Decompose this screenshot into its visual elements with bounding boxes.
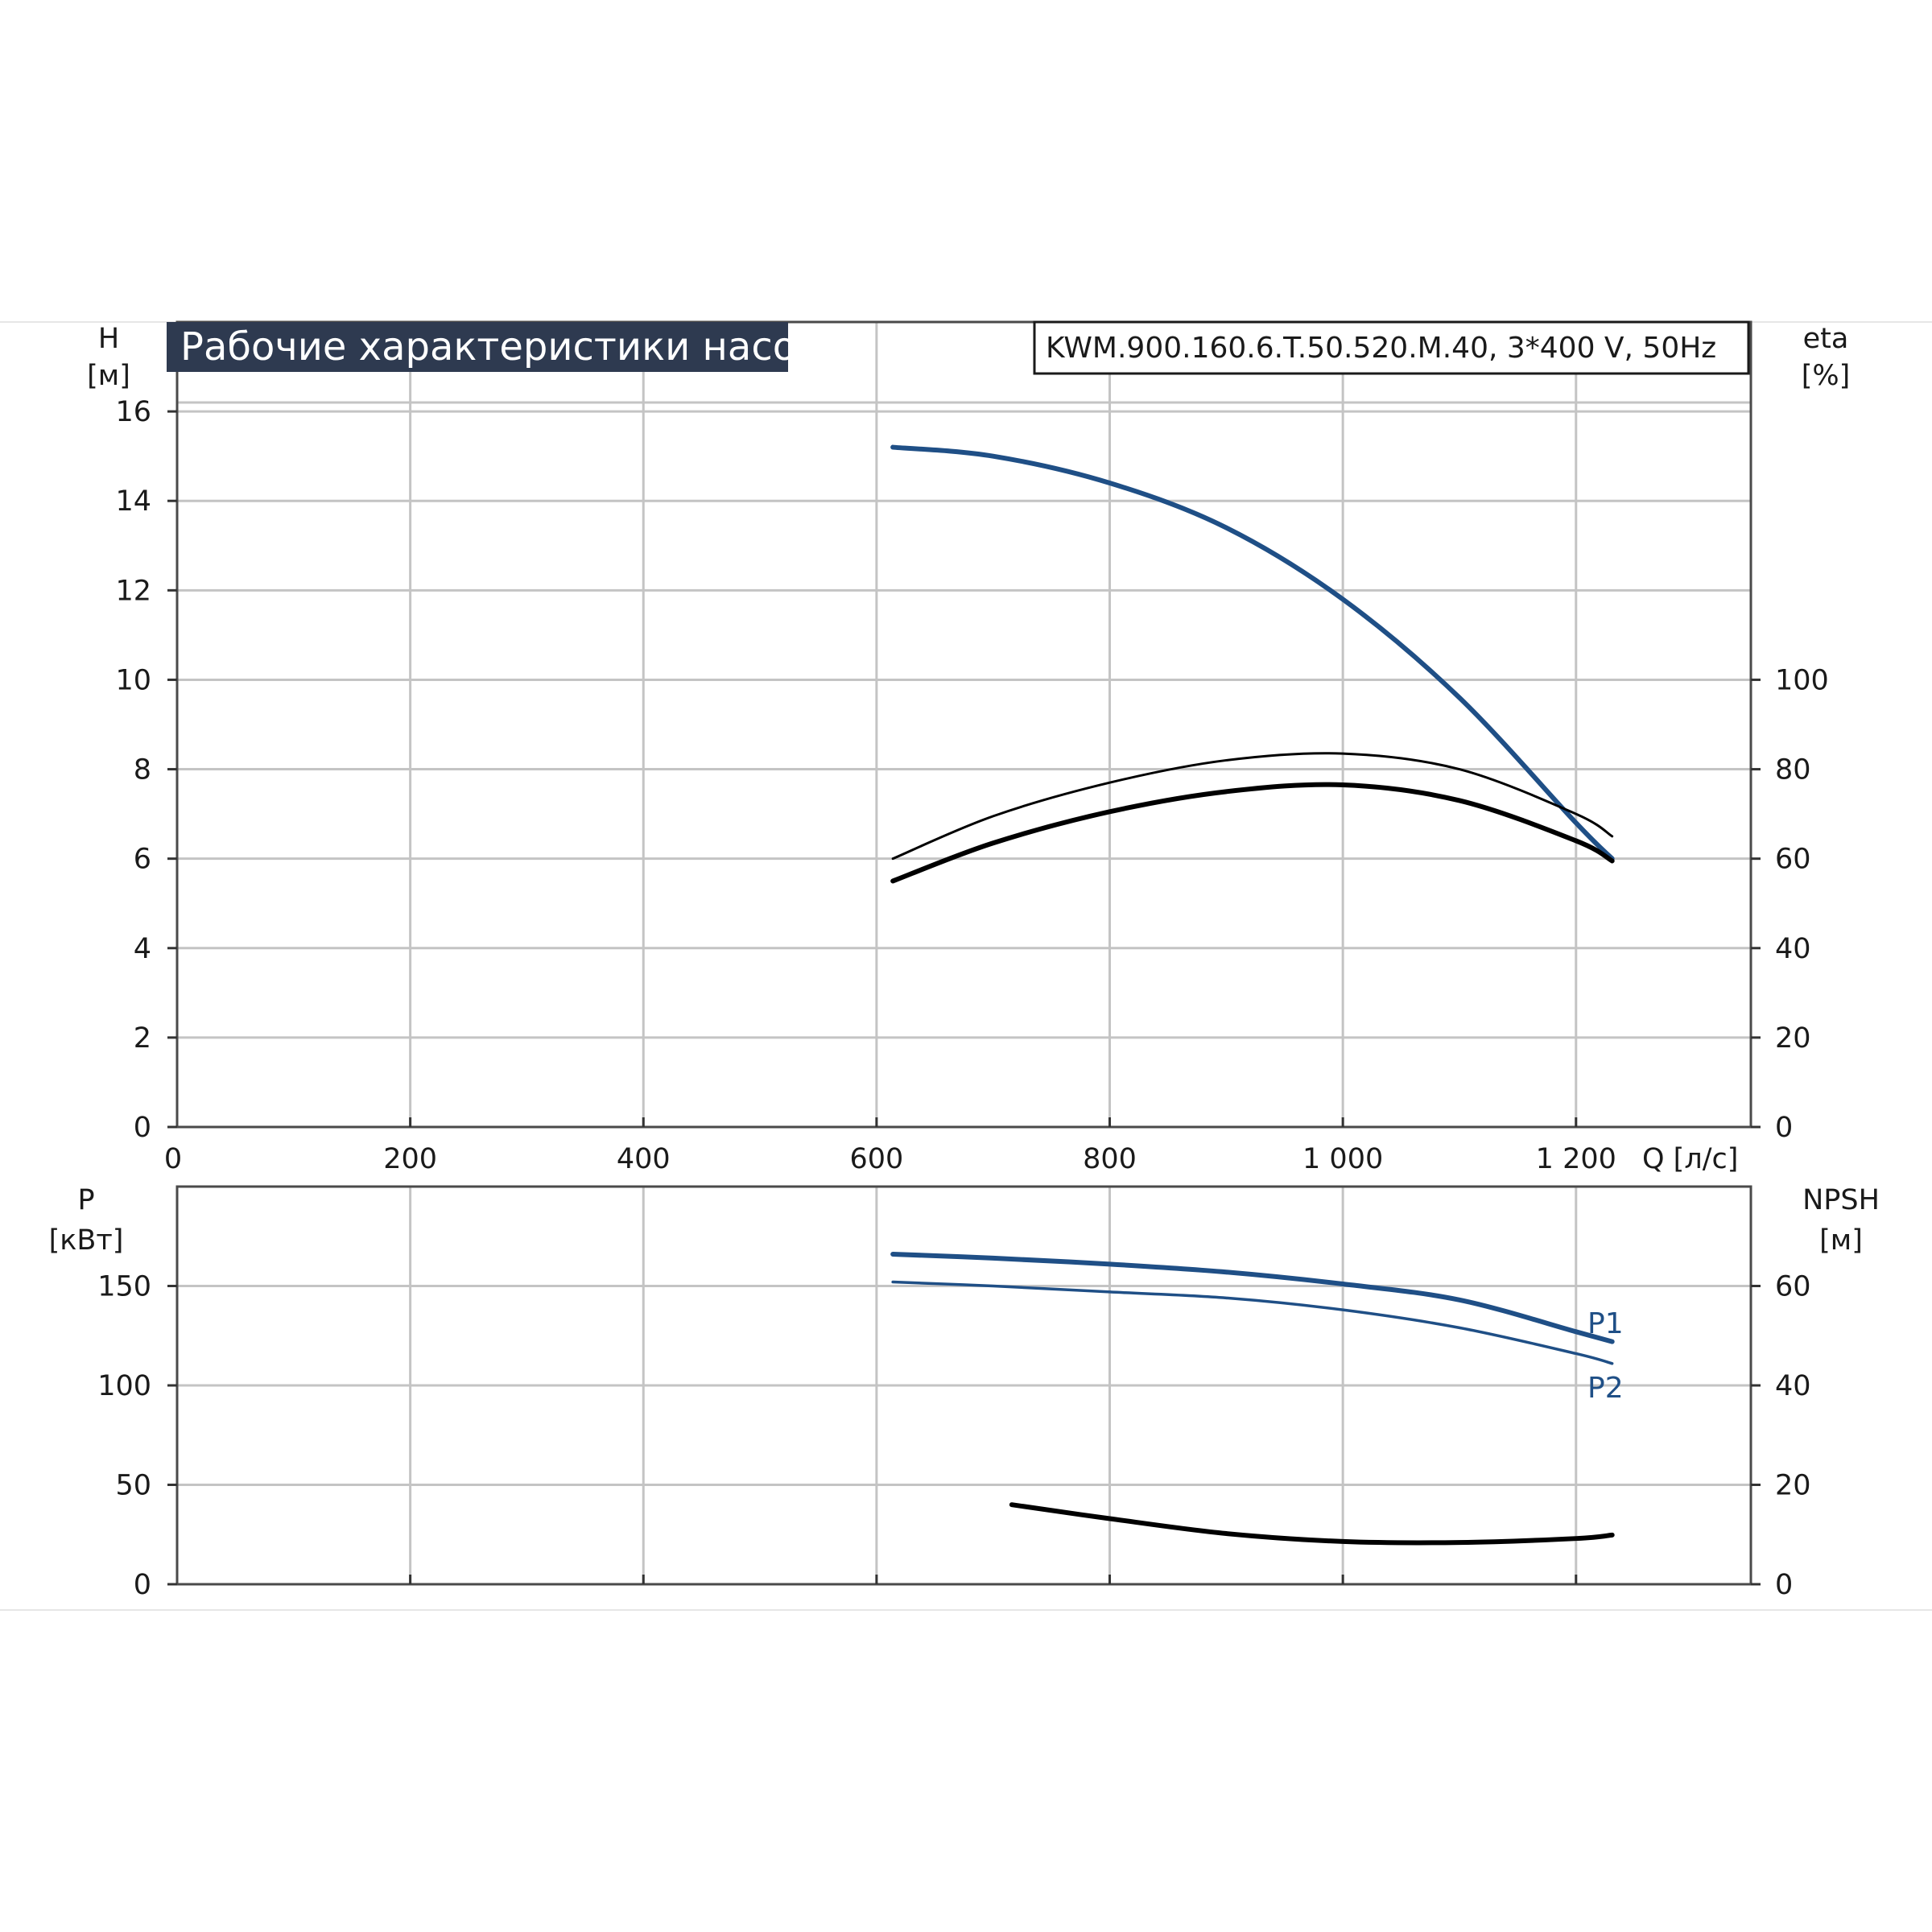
- upper-series-0-line: [890, 444, 1615, 861]
- y-left-tick-label: 14: [115, 485, 151, 518]
- x-tick-label: 600: [849, 1143, 903, 1175]
- y-right-unit-top: [%]: [1802, 360, 1851, 392]
- y-right-tick-label: 20: [1775, 1022, 1811, 1055]
- y-left-tick-label: 4: [134, 933, 151, 965]
- x-tick-label: 1 000: [1302, 1143, 1383, 1175]
- lower-series: [890, 1251, 1615, 1546]
- y-left-tick-label: 16: [115, 396, 151, 428]
- x-axis-label: Q [л/с]: [1642, 1143, 1738, 1175]
- upper-series-1-line: [891, 752, 1614, 861]
- y-left-tick-label: 0: [134, 1112, 151, 1144]
- lower-series-1-line: [891, 1280, 1614, 1365]
- y-right-tick-label: 40: [1775, 1370, 1811, 1402]
- model-label: KWM.900.160.6.T.50.520.M.40, 3*400 V, 50…: [1046, 332, 1716, 365]
- y-right-tick-label: 20: [1775, 1470, 1811, 1502]
- series-label-p2: P2: [1587, 1372, 1624, 1405]
- upper-ticks: 200 400 600 800 1 000 1 200002468101214160204…: [115, 396, 1828, 1175]
- lower-series-2-line: [1009, 1502, 1615, 1546]
- lower-series-0-line: [890, 1251, 1615, 1344]
- title-box: [167, 322, 788, 372]
- y-left-tick-label: 100: [97, 1370, 151, 1402]
- x-tick-label: 1 200: [1536, 1143, 1616, 1175]
- lower-grid: [177, 1187, 1751, 1584]
- y-left-label-top: H: [98, 323, 119, 355]
- y-right-tick-label: 80: [1775, 754, 1811, 786]
- upper-series-2-line: [890, 782, 1615, 884]
- lower-panel: 0 50 100 150 0 20 40 60 P [кВт] NPSH [м] P1 P2: [49, 1184, 1880, 1601]
- upper-panel: Рабочие характеристики насоса KWM.900.16…: [87, 320, 1851, 1175]
- y-right-tick-label: 60: [1775, 1271, 1811, 1303]
- y-right-tick-label: 0: [1775, 1112, 1793, 1144]
- x-tick-label: 400: [617, 1143, 671, 1175]
- y-left-unit-bottom: [кВт]: [49, 1224, 124, 1257]
- y-right-tick-label: 60: [1775, 844, 1811, 876]
- y-right-label-bottom: NPSH: [1802, 1184, 1880, 1216]
- y-left-tick-label: 6: [134, 844, 151, 876]
- y-left-tick-label: 2: [134, 1022, 151, 1055]
- y-left-tick-label: 10: [115, 664, 151, 696]
- x-tick-label: 0: [164, 1143, 182, 1175]
- lower-ticks: 0 50 100 150 0 20 40 60: [97, 1271, 1810, 1602]
- y-left-tick-label: 8: [134, 754, 151, 786]
- upper-grid: [177, 322, 1751, 1127]
- upper-series: [890, 444, 1615, 884]
- x-tick-label: 200: [383, 1143, 437, 1175]
- y-right-tick-label: 100: [1775, 664, 1829, 696]
- y-left-tick-label: 0: [134, 1569, 151, 1601]
- upper-frame: [175, 320, 1752, 1129]
- y-left-tick-label: 150: [97, 1271, 151, 1303]
- series-label-p1: P1: [1587, 1307, 1624, 1340]
- chart-title: Рабочие характеристики насоса: [180, 324, 841, 369]
- y-left-label-bottom: P: [77, 1184, 94, 1216]
- x-tick-label: 800: [1083, 1143, 1137, 1175]
- y-right-label-top: eta: [1803, 323, 1849, 355]
- y-right-unit-bottom: [м]: [1819, 1224, 1863, 1257]
- y-left-unit-top: [м]: [87, 360, 130, 392]
- y-left-tick-label: 50: [115, 1470, 151, 1502]
- y-right-tick-label: 0: [1775, 1569, 1793, 1601]
- y-left-tick-label: 12: [115, 575, 151, 607]
- model-box: [1033, 320, 1750, 375]
- y-right-tick-label: 40: [1775, 933, 1811, 965]
